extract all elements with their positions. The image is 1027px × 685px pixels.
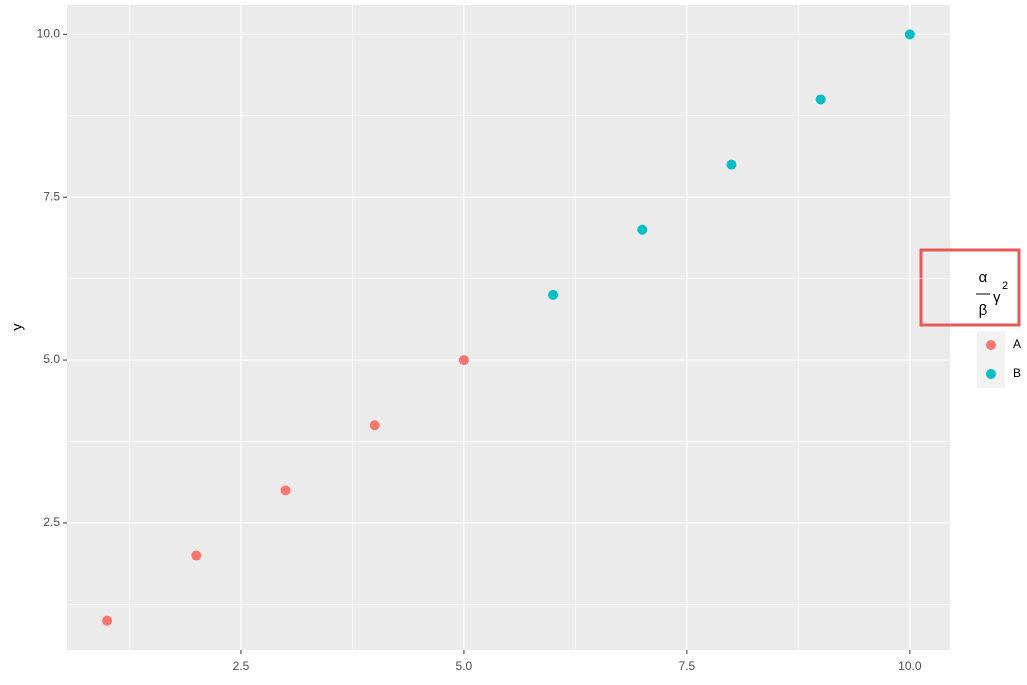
point (369, 420, 380, 431)
point (815, 94, 826, 105)
x-tick-label: 7.5 (679, 659, 696, 673)
legend-title-term: γ (993, 289, 1001, 306)
y-tick-label: 7.5 (43, 189, 60, 203)
y-axis-label: y (9, 324, 25, 331)
legend-title-superscript: 2 (1002, 280, 1008, 292)
point (458, 355, 469, 366)
x-tick-label: 2.5 (233, 659, 250, 673)
legend-key-background (977, 331, 1005, 388)
x-tick-label: 10.0 (898, 659, 922, 673)
legend-label: B (1013, 366, 1021, 380)
legend-title: α β γ 2 (976, 269, 1008, 319)
panel (67, 5, 950, 650)
legend-key (986, 340, 996, 350)
point (904, 29, 915, 40)
legend-key (986, 369, 996, 379)
legend-title-denominator: β (979, 302, 988, 319)
x-tick-label: 5.0 (456, 659, 473, 673)
y-tick-label: 10.0 (37, 26, 61, 40)
point (191, 550, 202, 561)
point (548, 289, 559, 300)
point (280, 485, 291, 496)
point (637, 224, 648, 235)
legend-label: A (1013, 337, 1021, 351)
highlight-box (919, 248, 1021, 327)
y-tick-label: 2.5 (43, 515, 60, 529)
point (726, 159, 737, 170)
y-tick-label: 5.0 (43, 352, 60, 366)
legend-title-numerator: α (979, 269, 988, 286)
point (102, 615, 113, 626)
